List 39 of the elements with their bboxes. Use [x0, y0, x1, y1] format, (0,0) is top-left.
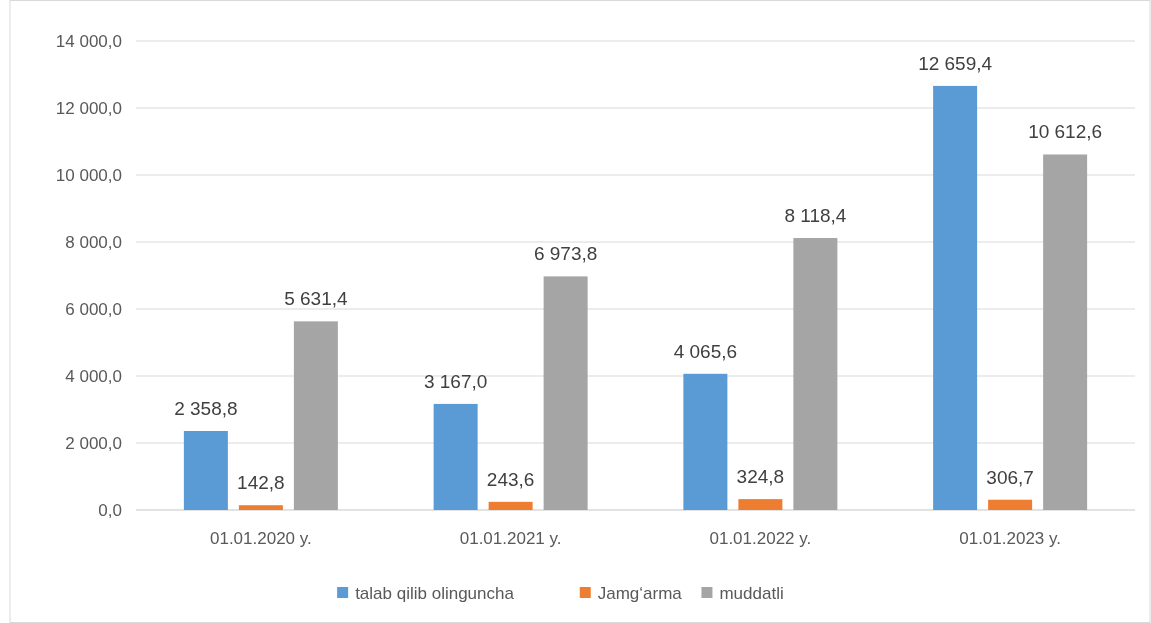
legend-label: Jamg‘arma: [597, 583, 683, 603]
bar: [1043, 154, 1088, 510]
bar: [433, 403, 478, 510]
bar: [293, 321, 338, 510]
y-tick-label: 4 000,0: [65, 366, 122, 386]
legend-label: muddatli: [719, 583, 784, 603]
y-tick-label: 8 000,0: [65, 232, 122, 252]
bar: [543, 276, 588, 510]
data-label: 12 659,4: [918, 52, 993, 74]
data-label: 243,6: [486, 468, 535, 490]
y-tick-label: 2 000,0: [65, 433, 122, 453]
bar: [238, 505, 283, 510]
y-tick-label: 10 000,0: [55, 165, 122, 185]
y-tick-label: 12 000,0: [55, 98, 122, 118]
y-tick-label: 6 000,0: [65, 299, 122, 319]
data-label: 6 973,8: [533, 243, 598, 265]
y-tick-label: 0,0: [98, 500, 122, 520]
data-label: 2 358,8: [174, 397, 238, 419]
x-tick-label: 01.01.2022 y.: [709, 529, 812, 548]
bar: [793, 238, 838, 510]
x-tick-label: 01.01.2021 y.: [459, 529, 562, 548]
data-label: 306,7: [986, 466, 1034, 488]
bar: [988, 499, 1033, 510]
legend-label: talab qilib olinguncha: [355, 583, 515, 603]
bar: [738, 499, 783, 510]
bar: [683, 373, 728, 510]
x-tick-label: 01.01.2023 y.: [959, 529, 1062, 548]
x-tick-label: 01.01.2020 y.: [209, 529, 312, 548]
bar: [488, 501, 533, 510]
data-label: 4 065,6: [673, 340, 738, 362]
bar: [183, 430, 228, 510]
data-label: 5 631,4: [284, 288, 348, 310]
data-label: 3 167,0: [423, 370, 488, 392]
bar: [933, 85, 978, 510]
y-tick-label: 14 000,0: [55, 31, 122, 51]
data-label: 8 118,4: [784, 205, 847, 227]
data-label: 10 612,6: [1028, 121, 1103, 143]
data-label: 142,8: [237, 472, 285, 494]
data-label: 324,8: [736, 466, 785, 488]
